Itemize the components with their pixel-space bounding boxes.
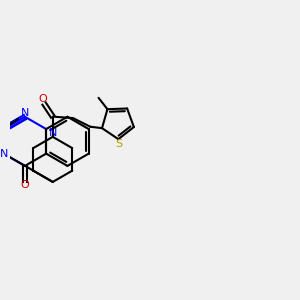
Text: O: O: [38, 94, 47, 104]
Text: S: S: [115, 139, 122, 149]
Text: N: N: [0, 148, 8, 159]
Text: N: N: [21, 108, 30, 118]
Text: N: N: [49, 128, 57, 137]
Text: O: O: [20, 180, 29, 190]
